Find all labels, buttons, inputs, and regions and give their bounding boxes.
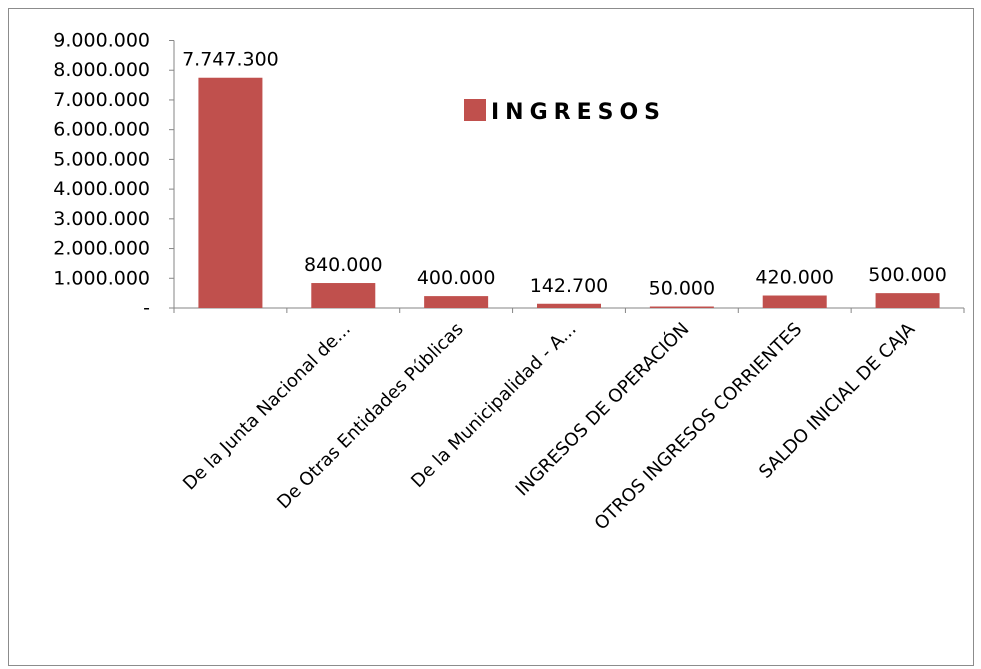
y-tick-label: - [143, 297, 150, 319]
y-tick-label: 6.000.000 [53, 119, 150, 141]
y-tick-label: 3.000.000 [53, 208, 150, 230]
y-axis: - 1.000.000 2.000.000 3.000.000 4.000.000 5.0… [53, 30, 175, 319]
data-label: 840.000 [304, 254, 383, 276]
bar [311, 283, 376, 308]
data-label: 400.000 [417, 267, 496, 289]
y-tick-label: 8.000.000 [53, 59, 150, 81]
bar [198, 77, 263, 308]
data-label: 142.700 [530, 275, 609, 297]
data-label: 500.000 [868, 264, 947, 286]
bar [875, 293, 940, 308]
y-tick-label: 1.000.000 [53, 267, 150, 289]
data-labels: 7.747.300 840.000 400.000 142.700 50.000 420.… [182, 49, 947, 300]
bar [424, 296, 489, 308]
bar [537, 303, 601, 308]
y-tick-label: 2.000.000 [53, 238, 150, 260]
y-tick-label: 4.000.000 [53, 178, 150, 200]
category-labels: De la Junta Nacional de...De Otras Entid… [179, 318, 920, 534]
legend-swatch [464, 99, 486, 121]
chart-frame: - 1.000.000 2.000.000 3.000.000 4.000.000 5.0… [8, 8, 974, 666]
bar-chart: - 1.000.000 2.000.000 3.000.000 4.000.000 5.0… [53, 30, 965, 534]
bars [198, 77, 940, 308]
category-label: De Otras Entidades Públicas [273, 319, 467, 513]
bar [649, 306, 714, 308]
x-axis [173, 307, 965, 313]
data-label: 420.000 [755, 267, 834, 289]
bar [762, 295, 827, 308]
y-tick-label: 7.000.000 [53, 89, 150, 111]
legend-label: INGRESOS [491, 100, 666, 125]
legend: INGRESOS [464, 99, 666, 125]
category-label: OTROS INGRESOS CORRIENTES [591, 319, 807, 535]
data-label: 50.000 [649, 278, 715, 300]
y-tick-label: 5.000.000 [53, 148, 150, 170]
y-tick-label: 9.000.000 [53, 30, 150, 52]
data-label: 7.747.300 [182, 49, 279, 71]
